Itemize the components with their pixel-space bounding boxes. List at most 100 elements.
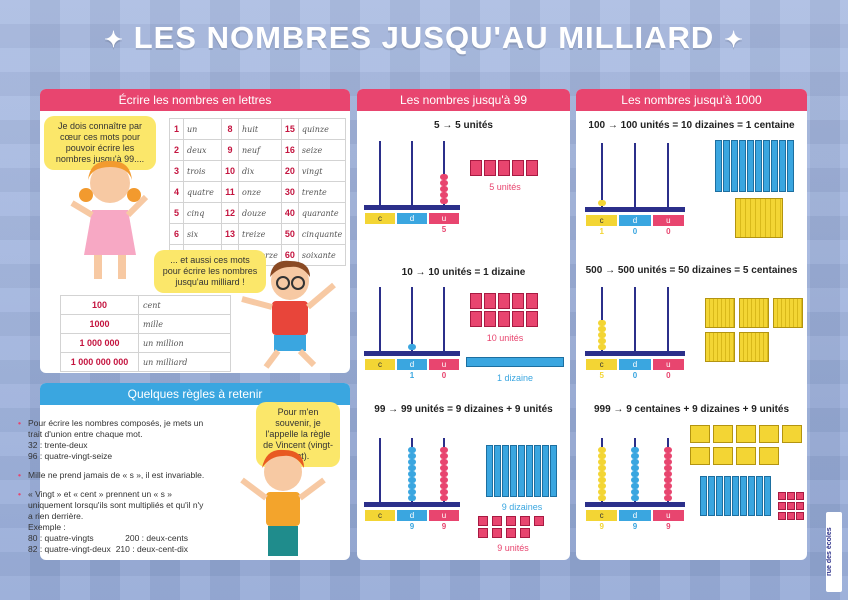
unit-cube [787,512,795,520]
number-cell: 1 000 000 [60,333,139,353]
abacus-bead [440,174,448,180]
ten-rod [486,445,493,497]
unit-cube [526,160,538,176]
rules-list: Pour écrire les nombres composés, je met… [18,418,208,563]
abacus-bead [440,192,448,198]
unit-cube [534,516,544,526]
abacus-bead [597,483,606,489]
number-cell: 1000 [60,314,139,334]
unit-cube [506,528,516,538]
unit-cube [787,492,795,500]
hundred-flat [739,332,769,362]
equation: 99 → 99 unités = 9 dizaines + 9 unités [374,404,553,415]
abacus-bead [597,495,606,501]
abacus-bead [631,495,639,501]
hundred-flat [690,425,710,443]
ten-rod [510,445,517,497]
abacus-bead [597,459,606,465]
word-cell: quinze [297,118,347,140]
word-cell: onze [238,181,282,203]
unit-cube [520,528,530,538]
equation: 100 → 100 unités = 10 dizaines = 1 centa… [588,120,795,131]
abacus-bead [631,483,639,489]
abacus-bead [597,453,606,459]
ten-rod [748,476,755,516]
ten-rod [716,476,723,516]
unit-cube [796,512,804,520]
unit-cube [492,528,502,538]
place-value-d: d [397,359,427,370]
abacus-bead [440,471,448,477]
panel-header: Quelques règles à retenir [40,383,350,405]
place-value-d: d [397,510,427,521]
ten-rod [747,140,754,192]
ten-rod [715,140,722,192]
digit: 1 [599,227,604,236]
abacus-rod [600,143,603,207]
equation: 5 → 5 unités [434,120,493,131]
unit-cube [498,160,510,176]
word-cell: quarante [297,202,347,224]
abacus-bead [440,465,448,471]
equation: 500 → 500 unités = 50 dizaines = 5 centa… [585,265,798,276]
abacus-bead [664,495,673,501]
abacus-bead [597,489,606,495]
ten-rod [724,476,731,516]
unit-cube [520,516,530,526]
unit-cube [484,160,496,176]
word-cell: cinquante [297,223,347,245]
unit-cube [478,516,488,526]
ten-rod [534,445,541,497]
unit-cube [478,528,488,538]
ten-rod [708,476,715,516]
number-cell: 50 [280,223,299,245]
digit: 0 [632,371,638,380]
ten-rod [732,476,739,516]
brand-logo: rue des écoles [826,512,842,592]
abacus-rod [634,287,636,351]
hundred-flat [773,298,803,328]
abacus-bead [597,332,606,338]
table-row: 6 six 13 treize 50 cinquante [169,223,347,245]
abacus-bead [440,483,448,489]
panel-header: Les nombres jusqu'à 1000 [576,89,807,111]
number-cell: 6 [169,223,184,245]
number-cell: 1 [169,118,184,140]
rule-1: Pour écrire les nombres composés, je met… [18,418,208,462]
abacus-rod [443,141,445,205]
sparkle-icon: ✦ [724,26,744,52]
word-cell: soixante [297,244,347,266]
place-value-u: u [429,510,459,521]
label-tens: 9 dizaines [501,502,543,512]
number-cell: 12 [220,202,240,224]
number-cell: 11 [220,181,240,203]
unit-cube [787,502,795,510]
unit-cube [492,516,502,526]
hundred-flat [713,447,733,465]
abacus-bead [440,198,448,204]
place-value-u: u [429,359,459,370]
abacus-rod [411,287,413,351]
abacus-bead [597,338,606,344]
equation: 999 → 9 centaines + 9 dizaines + 9 unité… [593,404,790,415]
hundred-flat [713,425,733,443]
abacus-bead [408,453,416,459]
abacus-bead [664,489,673,495]
place-value-d: d [619,510,651,521]
word-cell: un [183,118,222,140]
number-cell: 13 [220,223,240,245]
abacus-bead [631,453,639,459]
number-cell: 4 [169,181,184,203]
abacus-bead [440,453,448,459]
place-value-u: u [652,215,684,226]
abacus-bead [440,180,448,186]
word-cell: dix [238,160,282,182]
word-cell: un million [138,333,231,353]
ten-rod [550,445,557,497]
unit-cube [470,293,482,309]
abacus-bead [631,447,639,453]
digit: 9 [599,522,604,531]
panel-header: Écrire les nombres en lettres [40,89,350,111]
table-row: 1000 mille [60,314,231,334]
unit-cube [498,293,510,309]
